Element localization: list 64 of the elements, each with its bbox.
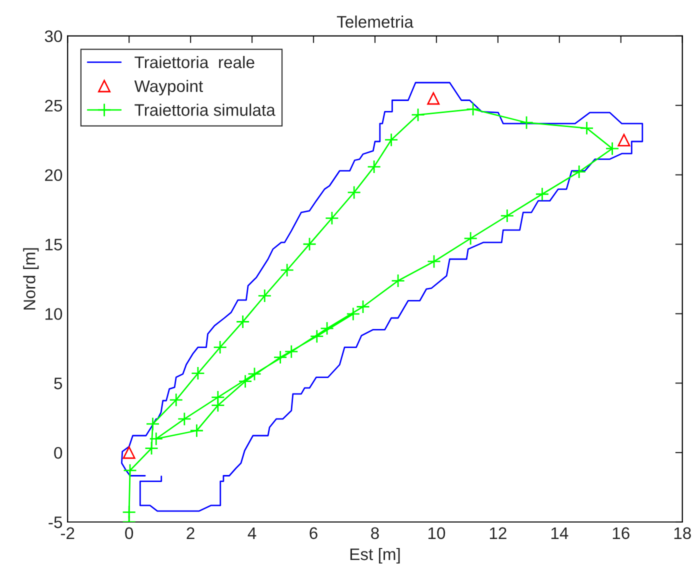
- point: [580, 121, 594, 136]
- legend-label: Waypoint: [134, 80, 203, 96]
- point: [273, 350, 288, 364]
- point: [280, 263, 294, 278]
- point: [391, 274, 405, 288]
- point: [520, 116, 534, 130]
- point: [618, 134, 630, 146]
- point: [411, 108, 425, 122]
- point: [466, 102, 480, 116]
- y-tick-label: -5: [48, 516, 62, 528]
- point: [210, 398, 225, 412]
- point: [427, 254, 441, 268]
- point: [325, 211, 339, 226]
- point: [123, 464, 137, 478]
- point: [258, 288, 272, 303]
- y-tick-label: 25: [45, 100, 62, 112]
- y-tick-label: 0: [54, 446, 62, 459]
- x-tick-label: 12: [490, 527, 506, 539]
- point: [146, 417, 160, 431]
- y-tick-label: 30: [44, 30, 62, 42]
- point: [427, 92, 440, 105]
- x-tick-label: 14: [551, 527, 568, 539]
- x-tick-label: 0: [125, 527, 134, 540]
- point: [346, 307, 360, 321]
- point: [605, 142, 620, 156]
- point: [122, 446, 136, 459]
- point: [356, 300, 370, 314]
- point: [236, 314, 250, 329]
- point: [144, 441, 158, 456]
- point: [464, 231, 478, 246]
- point: [177, 412, 192, 426]
- x-tick-label: 2: [186, 527, 194, 539]
- point: [367, 160, 382, 174]
- point: [572, 164, 586, 179]
- y-tick-label: 15: [45, 238, 62, 250]
- point: [310, 329, 324, 344]
- x-tick-label: 18: [674, 527, 691, 540]
- legend-label: Traiettoria reale: [134, 56, 254, 68]
- x-tick-label: 8: [371, 527, 379, 540]
- point: [535, 187, 550, 202]
- point: [347, 186, 362, 200]
- point: [122, 505, 136, 520]
- point: [169, 392, 184, 407]
- x-tick-label: 16: [612, 527, 630, 540]
- y-tick-label: 10: [45, 308, 62, 320]
- point: [500, 208, 514, 223]
- x-tick-label: 4: [248, 527, 256, 539]
- point: [149, 432, 164, 446]
- point: [320, 321, 334, 336]
- y-tick-label: 20: [45, 169, 62, 182]
- point: [190, 366, 205, 380]
- point: [302, 237, 316, 252]
- x-tick-label: 10: [428, 527, 446, 540]
- point: [284, 344, 298, 359]
- chart-title: Telemetria: [336, 16, 414, 28]
- x-axis-title: Est [m]: [350, 548, 400, 564]
- x-tick-label: 6: [310, 527, 318, 540]
- y-tick-label: 5: [54, 378, 62, 390]
- y-axis-title: Nord [m]: [23, 248, 39, 310]
- point: [190, 424, 204, 438]
- point: [213, 340, 228, 354]
- x-tick-label: -2: [60, 527, 74, 539]
- point: [384, 132, 398, 147]
- legend-label: Traiettoria simulata: [134, 104, 276, 116]
